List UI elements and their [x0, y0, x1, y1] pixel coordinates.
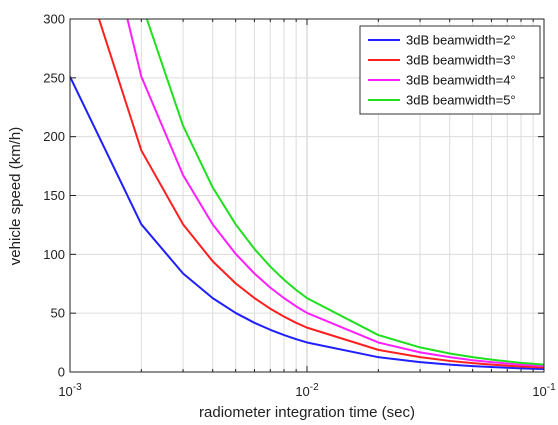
y-tick-label: 0 [58, 365, 65, 380]
x-tick-label: 10-3 [58, 382, 82, 399]
y-tick-labels: 0 50 100 150 200 250 300 [43, 12, 65, 380]
legend-label: 3dB beamwidth=2° [406, 33, 516, 48]
y-tick-label: 300 [43, 12, 65, 27]
y-tick-label: 150 [43, 188, 65, 203]
y-tick-label: 250 [43, 70, 65, 85]
axis-ticks [69, 18, 544, 373]
legend-label: 3dB beamwidth=5° [406, 93, 516, 108]
x-tick-labels: 10-3 10-2 10-1 [58, 382, 556, 399]
y-tick-label: 200 [43, 129, 65, 144]
legend-label: 3dB beamwidth=3° [406, 53, 516, 68]
series-line [126, 19, 544, 368]
series-lines [70, 19, 544, 371]
y-tick-label: 50 [51, 306, 65, 321]
series-line [70, 76, 544, 371]
legend: 3dB beamwidth=2° 3dB beamwidth=3° 3dB beam… [359, 25, 541, 115]
y-axis-label: vehicle speed (km/h) [7, 127, 24, 265]
y-tick-label: 100 [43, 247, 65, 262]
x-tick-label: 10-1 [532, 382, 556, 399]
series-line [97, 19, 544, 369]
series-line [145, 19, 544, 366]
x-tick-label: 10-2 [295, 382, 319, 399]
x-axis-label: radiometer integration time (sec) [199, 404, 415, 421]
legend-label: 3dB beamwidth=4° [406, 73, 516, 88]
